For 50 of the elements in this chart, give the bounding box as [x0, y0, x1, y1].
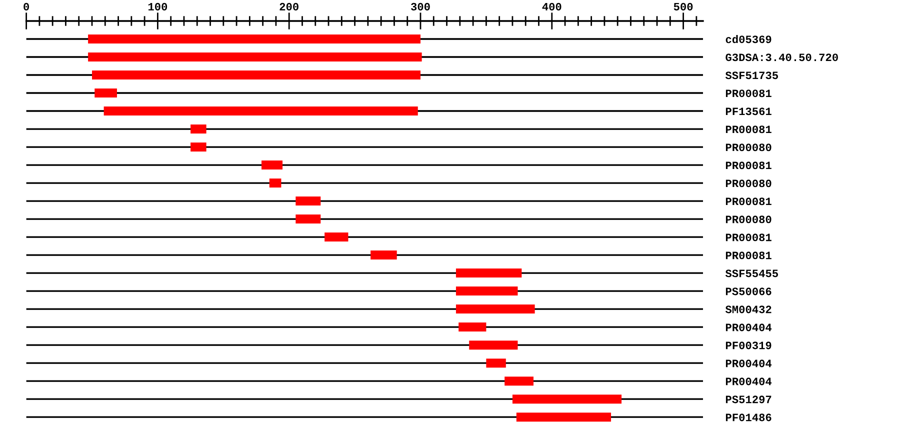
y-tick-label: PR00081: [726, 126, 772, 134]
bar: [486, 358, 506, 368]
x-tick-label: 200: [280, 2, 298, 10]
y-tick-label: PR00080: [726, 144, 772, 152]
bar: [190, 142, 206, 152]
y-tick-label: SM00432: [725, 306, 772, 314]
y-tick-label: PR00081: [726, 234, 772, 242]
y-tick-label: PR00080: [726, 180, 772, 188]
bar: [88, 34, 420, 44]
bar: [456, 268, 522, 278]
bar: [262, 160, 283, 170]
y-tick-label: PR00080: [726, 216, 772, 224]
y-tick-label: PF13561: [726, 108, 772, 116]
bar: [370, 250, 397, 260]
y-tick-label: SSF51735: [725, 72, 778, 80]
bar: [269, 178, 282, 188]
y-tick-label: PR00404: [726, 378, 772, 386]
bar: [456, 304, 535, 314]
y-tick-label: PR00081: [726, 90, 772, 98]
bar: [296, 214, 321, 224]
y-tick-label: G3DSA:3.40.50.720: [726, 54, 838, 62]
y-tick-label: PR00404: [726, 360, 772, 368]
x-tick-label: 0: [24, 2, 29, 10]
bar: [458, 322, 486, 332]
y-tick-label: PS51297: [726, 396, 772, 404]
y-tick-label: cd05369: [726, 34, 772, 44]
bar: [324, 232, 348, 242]
y-tick-label: PS50066: [726, 288, 772, 296]
bar: [88, 52, 422, 62]
bar: [92, 70, 420, 80]
bar: [469, 340, 518, 350]
y-tick-label: SSF55455: [725, 270, 778, 278]
bar: [504, 376, 534, 386]
x-tick-label: 300: [410, 2, 430, 10]
bar: [456, 286, 518, 296]
bar: [94, 88, 117, 98]
bar: [190, 124, 206, 134]
bar: [296, 196, 321, 206]
bar: [516, 412, 612, 422]
bar: [104, 106, 418, 116]
x-tick-label: 100: [148, 2, 168, 10]
y-tick-label: PR00081: [726, 198, 772, 206]
x-tick-label: 500: [674, 2, 693, 10]
y-tick-label: PR00081: [726, 162, 772, 170]
bar: [512, 394, 622, 404]
x-tick-label: 400: [542, 2, 562, 10]
y-tick-label: PR00404: [726, 324, 772, 332]
y-tick-label: PF00319: [726, 342, 772, 350]
y-tick-label: PF01486: [726, 414, 772, 422]
y-tick-label: PR00081: [726, 252, 772, 260]
